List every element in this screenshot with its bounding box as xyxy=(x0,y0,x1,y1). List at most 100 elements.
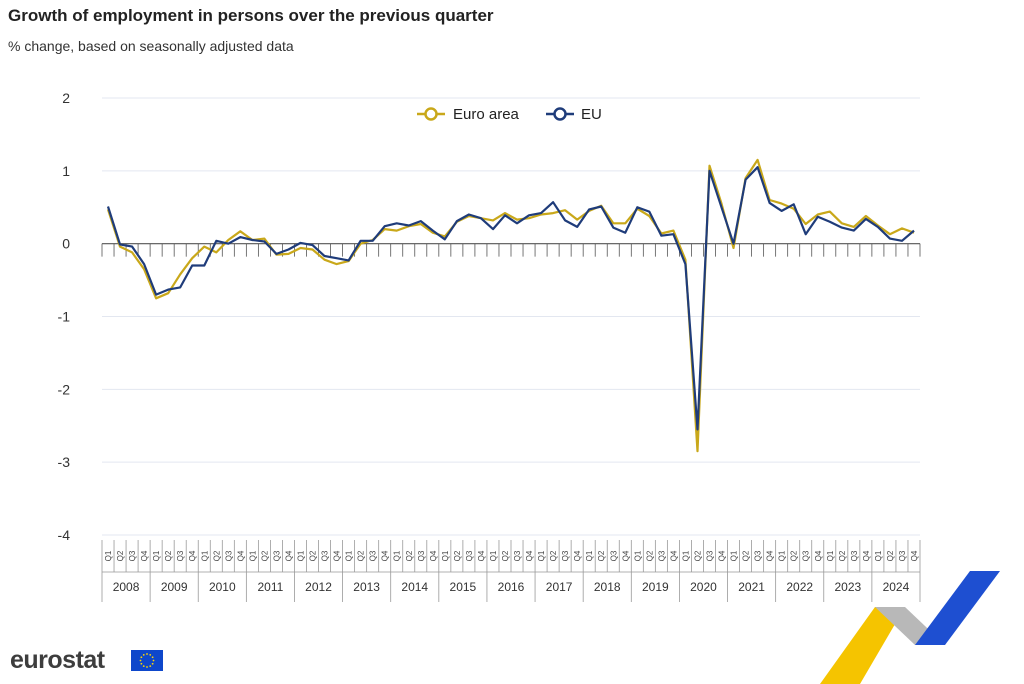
quarter-tick-label: Q1 xyxy=(345,550,354,561)
quarter-tick-label: Q4 xyxy=(862,550,871,561)
quarter-tick-label: Q3 xyxy=(609,550,618,561)
quarter-tick-label: Q2 xyxy=(597,550,606,561)
y-tick-label: -1 xyxy=(58,309,71,325)
quarter-tick-label: Q2 xyxy=(645,550,654,561)
legend-euro-area-marker xyxy=(424,107,438,121)
quarter-tick-label: Q3 xyxy=(417,550,426,561)
year-tick-label: 2009 xyxy=(161,580,188,594)
flag-star xyxy=(146,666,148,668)
quarter-tick-label: Q2 xyxy=(116,550,125,561)
quarter-tick-label: Q4 xyxy=(814,550,823,561)
legend-item-euro-area[interactable]: Euro area xyxy=(417,106,520,123)
quarter-tick-label: Q2 xyxy=(790,550,799,561)
flag-star xyxy=(149,665,152,668)
y-tick-label: -3 xyxy=(58,454,71,470)
quarter-tick-label: Q3 xyxy=(176,550,185,561)
quarter-tick-label: Q3 xyxy=(128,550,137,561)
quarter-tick-label: Q4 xyxy=(188,550,197,561)
quarter-tick-label: Q2 xyxy=(693,550,702,561)
year-tick-label: 2010 xyxy=(209,580,236,594)
quarter-tick-label: Q1 xyxy=(248,550,257,561)
quarter-tick-label: Q2 xyxy=(549,550,558,561)
year-tick-label: 2013 xyxy=(353,580,380,594)
quarter-tick-label: Q4 xyxy=(284,550,293,561)
quarter-tick-label: Q1 xyxy=(633,550,642,561)
gridlines xyxy=(101,97,921,536)
quarter-tick-label: Q3 xyxy=(802,550,811,561)
quarter-tick-label: Q2 xyxy=(212,550,221,561)
year-tick-label: 2019 xyxy=(642,580,669,594)
quarter-tick-label: Q2 xyxy=(886,550,895,561)
quarter-tick-label: Q4 xyxy=(910,550,919,561)
quarter-tick-label: Q1 xyxy=(104,550,113,561)
quarter-tick-label: Q2 xyxy=(405,550,414,561)
quarter-tick-label: Q4 xyxy=(766,550,775,561)
quarter-tick-label: Q3 xyxy=(898,550,907,561)
quarter-tick-label: Q4 xyxy=(381,550,390,561)
eu-flag-icon xyxy=(131,650,163,671)
legend: Euro area EU xyxy=(417,106,602,123)
y-tick-label: 0 xyxy=(62,236,70,252)
year-tick-label: 2021 xyxy=(738,580,765,594)
quarter-tick-label: Q4 xyxy=(140,550,149,561)
quarter-tick-label: Q3 xyxy=(561,550,570,561)
series-line-euro-area xyxy=(106,158,915,453)
quarter-tick-label: Q1 xyxy=(585,550,594,561)
year-tick-label: 2023 xyxy=(834,580,861,594)
quarter-tick-label: Q4 xyxy=(525,550,534,561)
flag-star xyxy=(149,653,152,656)
chart-subtitle: % change, based on seasonally adjusted d… xyxy=(8,38,294,54)
quarter-tick-label: Q3 xyxy=(513,550,522,561)
quarter-tick-label: Q3 xyxy=(657,550,666,561)
flag-star xyxy=(142,665,145,668)
flag-star xyxy=(151,656,154,659)
year-tick-label: 2014 xyxy=(401,580,428,594)
quarter-tick-label: Q1 xyxy=(296,550,305,561)
quarter-tick-label: Q1 xyxy=(778,550,787,561)
quarter-tick-label: Q1 xyxy=(441,550,450,561)
quarter-tick-label: Q1 xyxy=(152,550,161,561)
eurostat-logo: eurostat xyxy=(10,646,105,674)
quarter-tick-label: Q3 xyxy=(321,550,330,561)
y-tick-label: 2 xyxy=(62,90,70,106)
quarter-tick-label: Q1 xyxy=(393,550,402,561)
year-tick-label: 2024 xyxy=(883,580,910,594)
y-tick-label: -2 xyxy=(58,381,71,397)
year-tick-label: 2018 xyxy=(594,580,621,594)
quarter-tick-label: Q2 xyxy=(453,550,462,561)
year-tick-label: 2016 xyxy=(498,580,525,594)
quarter-tick-label: Q4 xyxy=(573,550,582,561)
y-tick-label: -4 xyxy=(58,527,71,543)
year-tick-label: 2015 xyxy=(450,580,477,594)
year-tick-label: 2020 xyxy=(690,580,717,594)
quarter-tick-label: Q3 xyxy=(850,550,859,561)
year-tick-label: 2012 xyxy=(305,580,332,594)
quarter-tick-label: Q1 xyxy=(489,550,498,561)
year-tick-label: 2017 xyxy=(546,580,573,594)
series-lines xyxy=(106,158,915,453)
year-tick-label: 2022 xyxy=(786,580,813,594)
quarter-tick-label: Q4 xyxy=(669,550,678,561)
legend-eu-label: EU xyxy=(581,106,602,123)
quarter-tick-label: Q4 xyxy=(718,550,727,561)
quarter-tick-label: Q1 xyxy=(874,550,883,561)
series-line-eu xyxy=(106,166,915,431)
flag-star xyxy=(140,662,143,665)
quarter-tick-label: Q4 xyxy=(333,550,342,561)
quarter-tick-label: Q1 xyxy=(826,550,835,561)
legend-euro-area-label: Euro area xyxy=(453,106,520,123)
quarter-tick-label: Q2 xyxy=(309,550,318,561)
y-axis-ticks: 2 1 0 -1 -2 -3 -4 xyxy=(58,90,71,543)
quarter-tick-label: Q1 xyxy=(200,550,209,561)
quarter-tick-label: Q3 xyxy=(369,550,378,561)
quarter-tick-label: Q2 xyxy=(357,550,366,561)
flag-star xyxy=(151,662,154,665)
quarter-tick-label: Q3 xyxy=(272,550,281,561)
x-axis: Q1 Q2 Q3 Q4 Q1 Q2 Q3 Q4 Q1 Q2 Q3 Q4 Q1 Q2 Q3 Q4 Q1 Q2 Q3 Q4… xyxy=(101,540,921,602)
flag-star xyxy=(142,653,145,656)
quarter-tick-label: Q3 xyxy=(754,550,763,561)
quarter-tick-label: Q1 xyxy=(537,550,546,561)
legend-item-eu[interactable]: EU xyxy=(546,106,602,123)
quarter-tick-label: Q4 xyxy=(477,550,486,561)
